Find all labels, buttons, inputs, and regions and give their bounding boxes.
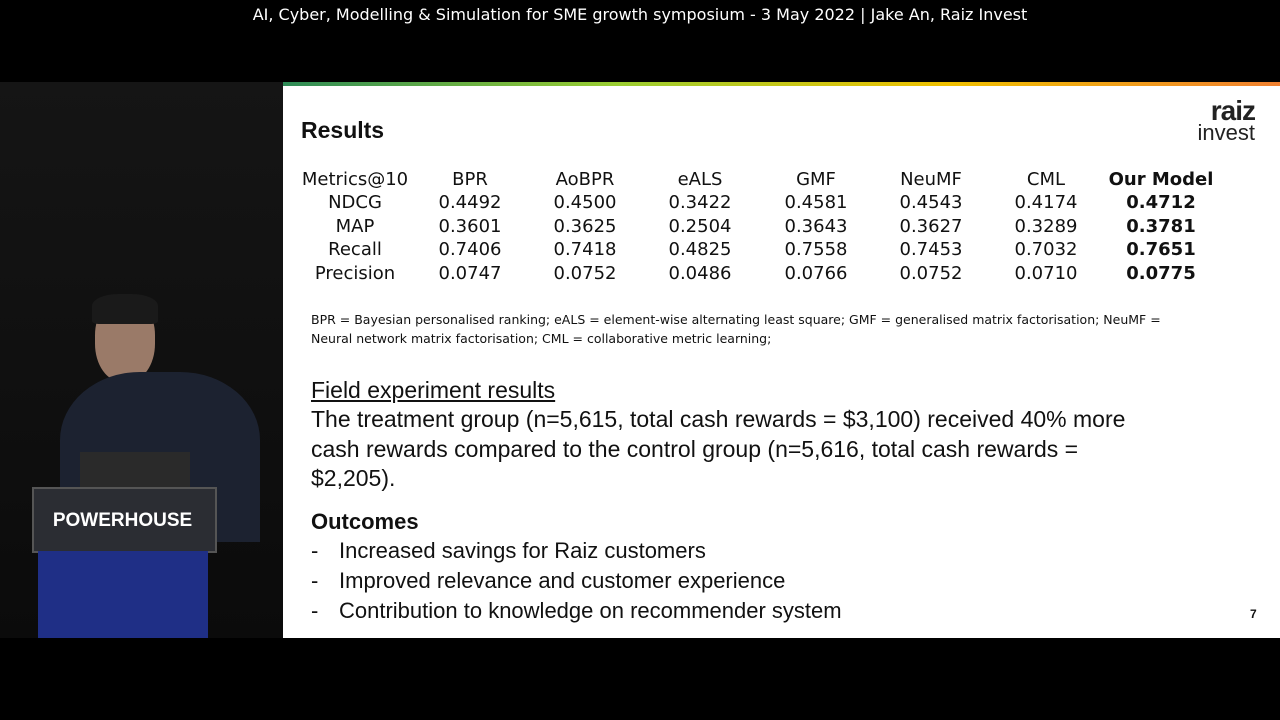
table-cell: 0.0752	[553, 263, 617, 285]
logo: raiz invest	[1183, 95, 1256, 145]
page-number: 7	[1250, 607, 1257, 621]
speaker-scene: POWERHOUSE	[0, 82, 283, 638]
outcome-item: Contribution to knowledge on recommender…	[339, 598, 842, 623]
table-cell: 0.7651	[1126, 239, 1196, 261]
table-cell: 0.3627	[899, 215, 963, 237]
table-cell: 0.7453	[899, 239, 963, 261]
table-header-cell: eALS	[677, 169, 723, 190]
podium-label: POWERHOUSE	[52, 510, 193, 531]
table-cell: 0.4492	[438, 192, 502, 213]
table-header-cell: AoBPR	[555, 169, 615, 190]
slide-title: Results	[301, 117, 385, 143]
table-cell: 0.3781	[1126, 215, 1196, 237]
slide-accent-bar	[283, 82, 1280, 86]
table-cell: 0.3643	[784, 215, 848, 237]
table-header-cell: NeuMF	[900, 169, 962, 190]
table-cell: 0.4712	[1126, 192, 1196, 213]
table-cell: 0.3625	[553, 215, 617, 237]
table-cell: 0.0710	[1014, 263, 1078, 285]
field-text: The treatment group (n=5,615, total cash…	[311, 406, 1126, 491]
table-header-cell: BPR	[452, 169, 488, 190]
table-cell: 0.0747	[438, 263, 502, 285]
table-cell: 0.2504	[668, 215, 732, 237]
bullet: -	[311, 568, 319, 593]
table-cell: 0.4543	[899, 192, 963, 213]
table-cell: 0.3289	[1014, 215, 1078, 237]
table-header-cell: Metrics@10	[301, 169, 409, 190]
table-header-cell: GMF	[796, 169, 836, 190]
table-cell: 0.3422	[668, 192, 732, 213]
video-caption: AI, Cyber, Modelling & Simulation for SM…	[252, 5, 1028, 24]
table-header-cell: CML	[1026, 169, 1066, 190]
table-cell: 0.4581	[784, 192, 848, 213]
table-cell: Recall	[328, 239, 382, 261]
bullet: -	[311, 598, 319, 623]
outcome-item: Increased savings for Raiz customers	[339, 538, 706, 563]
table-cell: 0.3601	[438, 215, 502, 237]
footnote: BPR = Bayesian personalised ranking; eAL…	[311, 312, 1161, 346]
table-cell: 0.7558	[784, 239, 848, 261]
table-cell: 0.4825	[668, 239, 732, 261]
table-cell: 0.7406	[438, 239, 502, 261]
table-cell: 0.4500	[553, 192, 617, 213]
logo-bottom: invest	[1197, 120, 1255, 145]
table-cell: 0.7418	[553, 239, 617, 261]
table-cell: 0.0752	[899, 263, 963, 285]
table-cell: 0.0486	[668, 263, 732, 285]
outcome-item: Improved relevance and customer experien…	[339, 568, 786, 593]
table-cell: 0.0766	[784, 263, 848, 285]
table-header-cell: Our Model	[1108, 169, 1214, 190]
table-cell: Precision	[314, 263, 396, 285]
table-cell: 0.0775	[1126, 263, 1196, 285]
outcomes-heading: Outcomes	[311, 509, 419, 534]
table-cell: 0.7032	[1014, 239, 1078, 261]
table-cell: NDCG	[328, 192, 382, 213]
table-cell: 0.4174	[1014, 192, 1078, 213]
field-heading: Field experiment results	[311, 377, 556, 403]
logo-top: raiz	[1210, 95, 1256, 126]
slide: Results raiz invest Metrics@10 BPR AoBPR eA…	[283, 82, 1280, 638]
bullet: -	[311, 538, 319, 563]
table-cell: MAP	[335, 215, 375, 237]
